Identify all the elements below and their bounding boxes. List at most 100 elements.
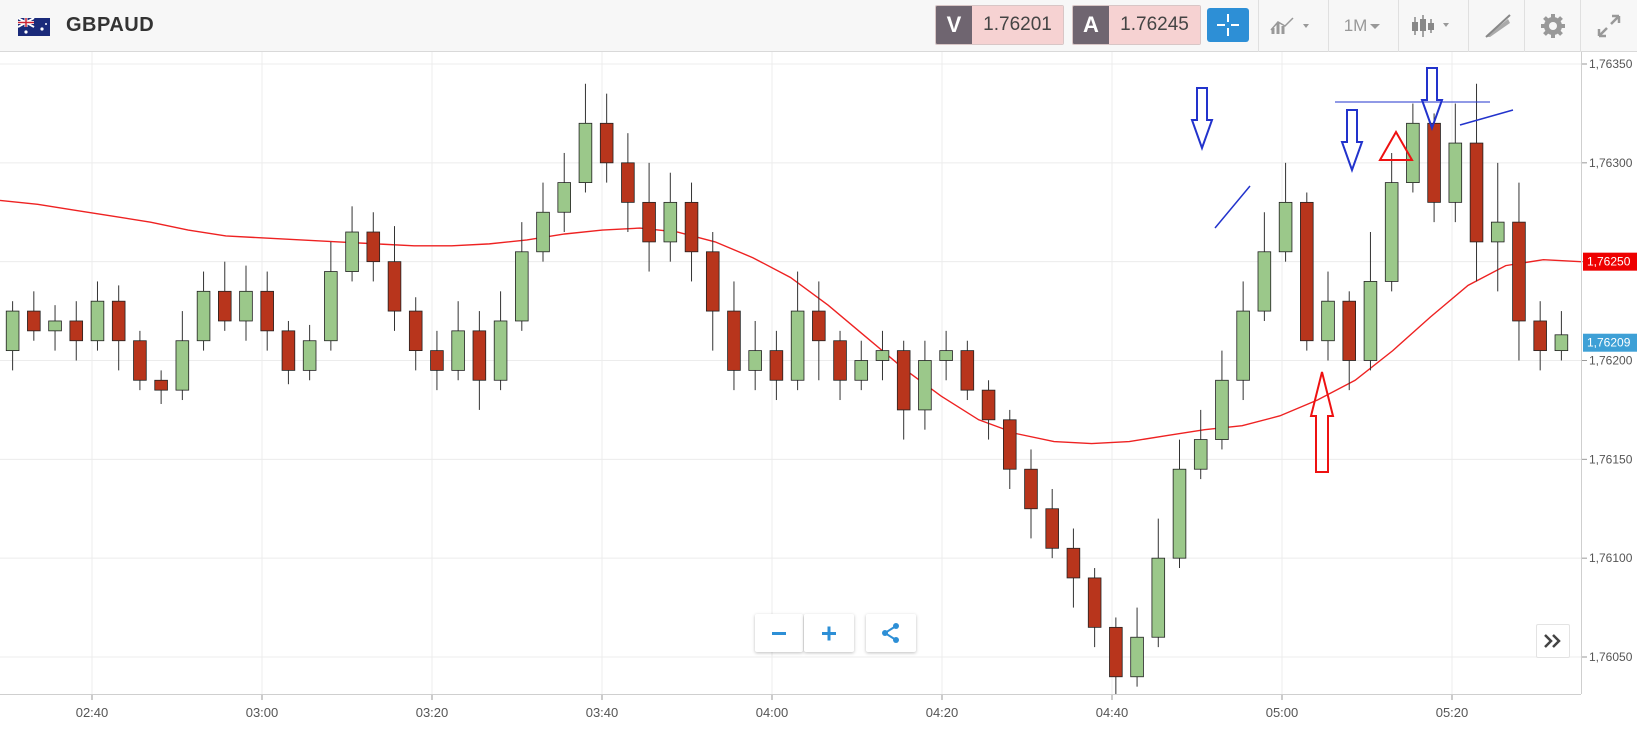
blue-trend-line-1 xyxy=(1214,185,1251,229)
bid-price-button[interactable]: V 1.76201 xyxy=(935,5,1064,45)
bull-candle xyxy=(1448,142,1463,203)
x-tick-label: 05:00 xyxy=(1266,705,1299,720)
candlestick-icon xyxy=(1411,15,1449,37)
zoom-in-button[interactable] xyxy=(804,614,854,652)
bear-candle xyxy=(27,310,41,332)
settings-button[interactable] xyxy=(1524,0,1580,52)
x-tick-label: 03:20 xyxy=(416,705,449,720)
bull-candle xyxy=(48,320,62,332)
bear-candle xyxy=(408,310,423,352)
bear-candle xyxy=(281,330,296,371)
share-icon xyxy=(882,623,899,643)
bull-candle xyxy=(90,300,105,342)
bear-candle xyxy=(133,340,147,381)
price-tag-label: 1,76209 xyxy=(1587,336,1631,350)
timeframe-label: 1M xyxy=(1343,16,1368,35)
bull-candle xyxy=(854,360,869,381)
bull-candle xyxy=(1130,636,1144,678)
bull-candle xyxy=(302,340,317,371)
x-tick-label: 02:40 xyxy=(76,705,109,720)
bull-candle xyxy=(918,360,932,411)
red-up-arrow xyxy=(1309,371,1335,473)
bull-candle xyxy=(536,211,550,253)
ask-tag: A xyxy=(1073,6,1109,44)
bull-candle xyxy=(515,251,529,322)
bear-candle xyxy=(1427,122,1441,203)
y-tick-label: 1,76100 xyxy=(1589,551,1633,565)
bear-candle xyxy=(1066,547,1081,579)
bear-candle xyxy=(260,290,274,332)
instrument-symbol[interactable]: GBPAUD xyxy=(66,14,155,36)
bull-candle xyxy=(939,350,953,361)
bear-candle xyxy=(1024,468,1038,510)
bear-candle xyxy=(727,310,741,371)
ask-price: 1.76245 xyxy=(1109,6,1200,44)
bull-candle xyxy=(1257,251,1272,312)
bull-candle xyxy=(345,231,359,272)
x-tick-label: 04:00 xyxy=(756,705,789,720)
draw-tools-button[interactable] xyxy=(1468,0,1524,52)
bull-candle xyxy=(1321,300,1335,342)
share-button[interactable] xyxy=(866,614,916,652)
bull-candle xyxy=(1384,182,1399,282)
blue-down-arrow-3 xyxy=(1420,67,1444,131)
indicators-button[interactable] xyxy=(1258,0,1328,52)
x-tick-label: 03:00 xyxy=(246,705,279,720)
bear-candle xyxy=(684,201,699,253)
crosshair-icon xyxy=(1217,14,1239,36)
bull-candle xyxy=(1406,122,1420,184)
bull-candle xyxy=(748,350,762,371)
bear-candle xyxy=(154,379,168,391)
chart-toolbar: GBPAUD V 1.76201 A 1.76245 1M xyxy=(0,0,1637,52)
bull-candle xyxy=(1151,557,1166,638)
double-chevron-right-icon xyxy=(1544,634,1561,648)
gb-au-flag-icon xyxy=(18,18,50,36)
indicators-icon xyxy=(1269,17,1309,34)
x-tick-label: 05:20 xyxy=(1436,705,1469,720)
bear-candle xyxy=(472,330,487,381)
bear-candle xyxy=(387,261,402,312)
bull-candle xyxy=(1236,310,1250,381)
bull-candle xyxy=(1278,201,1293,253)
chart-annotations xyxy=(1190,67,1514,473)
bull-candle xyxy=(557,182,571,213)
blue-trend-line-2 xyxy=(1459,109,1514,126)
blue-down-arrow-2 xyxy=(1340,109,1364,173)
time-axis[interactable]: 02:40 03:00 03:20 03:40 04:00 04:20 04:40 05:00… xyxy=(0,694,1581,730)
price-tag-label: 1,76250 xyxy=(1587,255,1631,269)
price-tag xyxy=(1583,333,1637,352)
price-axis[interactable]: 1,76350 1,76300 1,76250 1,76200 1,76150 1,761… xyxy=(1581,52,1637,694)
price-chart[interactable] xyxy=(0,52,1581,694)
bear-candle xyxy=(960,350,975,391)
moving-average-path xyxy=(0,199,1581,445)
timeframe-dropdown[interactable]: 1M xyxy=(1328,0,1398,52)
crosshair-button[interactable] xyxy=(1207,8,1249,42)
zoom-out-button[interactable] xyxy=(755,614,803,652)
x-tick-label: 03:40 xyxy=(586,705,619,720)
bear-candle xyxy=(218,290,232,322)
candlestick-series xyxy=(5,83,1569,694)
bear-candle xyxy=(1469,142,1484,243)
bear-candle xyxy=(1342,300,1356,361)
chart-type-button[interactable] xyxy=(1398,0,1468,52)
scroll-to-latest-button[interactable] xyxy=(1536,624,1570,658)
bear-candle xyxy=(430,350,444,371)
bear-candle xyxy=(812,310,826,342)
fullscreen-button[interactable] xyxy=(1580,0,1637,52)
bull-candle xyxy=(578,122,593,184)
x-tick-label: 04:20 xyxy=(926,705,959,720)
bear-candle xyxy=(1087,577,1102,628)
bear-candle xyxy=(621,162,635,203)
bull-candle xyxy=(1554,334,1569,352)
price-tag xyxy=(1583,252,1637,271)
bull-candle xyxy=(1172,468,1187,559)
bear-candle xyxy=(69,320,84,342)
fullscreen-icon xyxy=(1597,14,1621,38)
bear-candle xyxy=(366,231,381,263)
ask-price-button[interactable]: A 1.76245 xyxy=(1072,5,1201,45)
bull-candle xyxy=(324,271,338,342)
bear-candle xyxy=(1109,626,1123,678)
plus-icon xyxy=(822,626,836,641)
bull-candle xyxy=(1193,439,1208,470)
bid-tag: V xyxy=(936,6,972,44)
